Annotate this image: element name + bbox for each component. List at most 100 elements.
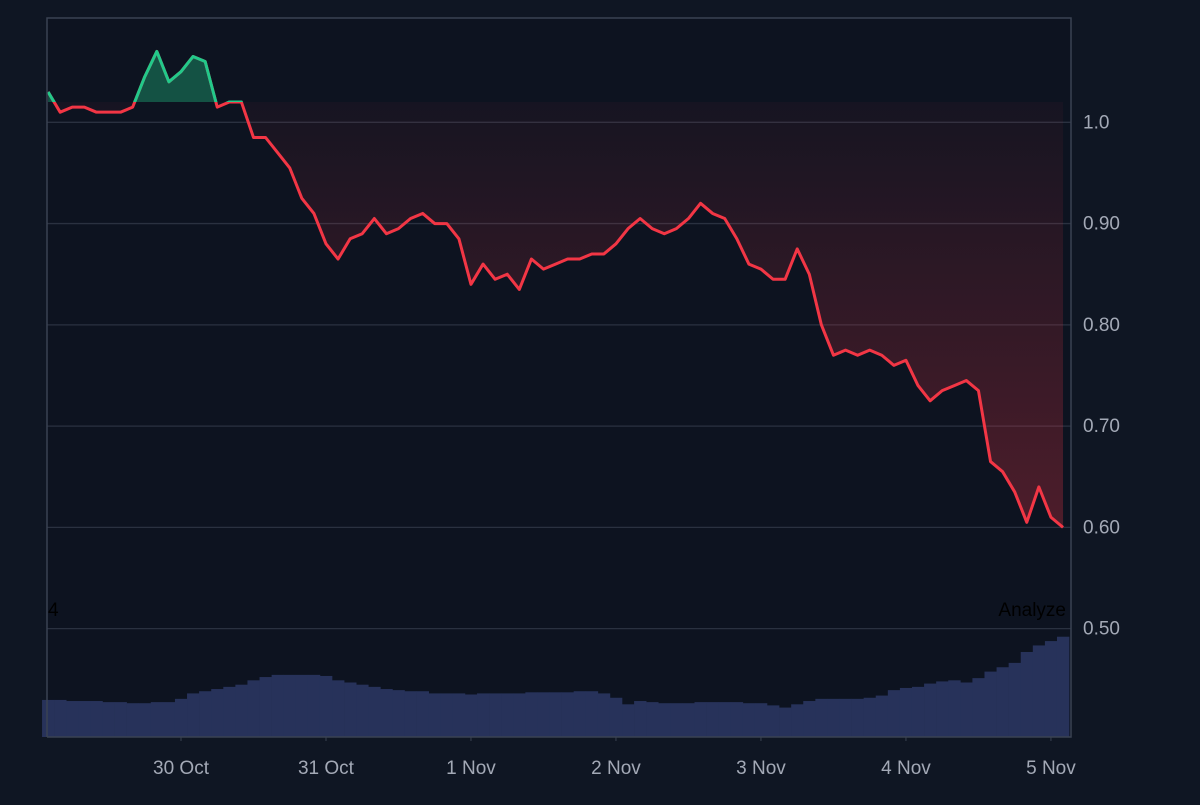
x-tick-label: 5 Nov — [1026, 758, 1076, 779]
x-tick-label: 30 Oct — [153, 758, 210, 779]
volume-bar — [851, 698, 864, 737]
volume-bar — [622, 704, 635, 737]
volume-bar — [899, 687, 913, 737]
volume-bar — [960, 682, 973, 737]
volume-bar — [356, 684, 369, 737]
y-tick-label: 1.0 — [1083, 112, 1109, 133]
volume-bar — [996, 667, 1009, 737]
volume-bar — [187, 693, 200, 737]
plot-layer: 1.0 0.90 0.80 0.70 0.60 0.50 30 Oct 31 Oct 1 Nov… — [42, 17, 1120, 779]
volume-bar — [404, 691, 417, 737]
volume-bar — [452, 693, 466, 737]
volume-bar — [537, 692, 550, 737]
volume-bar — [380, 689, 393, 737]
x-tick-label: 3 Nov — [736, 758, 786, 779]
volume-bar — [972, 678, 985, 737]
y-tick-label: 0.90 — [1083, 214, 1120, 235]
volume-bar — [138, 703, 152, 737]
volume-bar — [682, 703, 695, 737]
volume-bar — [863, 697, 877, 737]
volume-bar — [561, 692, 574, 737]
volume-bar — [634, 701, 647, 737]
volume-bar — [936, 681, 949, 737]
volume-bar — [247, 680, 260, 737]
volume-bar — [271, 674, 284, 737]
volume-bar — [525, 692, 538, 737]
volume-bar — [235, 684, 248, 737]
price-line — [46, 49, 1064, 529]
volume-bar — [162, 702, 176, 737]
volume-bar — [477, 693, 490, 737]
volume-bar — [597, 693, 611, 737]
volume-bar — [573, 691, 587, 737]
volume-bar — [803, 701, 816, 737]
volume-bar — [513, 693, 526, 737]
volume-bar — [102, 702, 115, 737]
volume-bar — [767, 705, 780, 737]
plot-border — [46, 17, 1072, 738]
area-below-baseline — [54, 102, 1064, 528]
volume-bar — [501, 693, 514, 737]
volume-bar — [126, 703, 140, 737]
volume-bar — [984, 671, 997, 737]
volume-bar — [1008, 662, 1022, 737]
y-tick-label: 0.70 — [1083, 416, 1120, 437]
volume-bar — [464, 694, 478, 737]
volume-bar — [754, 703, 768, 737]
volume-bar — [1044, 641, 1058, 737]
volume-bar — [646, 702, 659, 737]
x-tick-label: 4 Nov — [881, 758, 931, 779]
y-tick-label: 0.50 — [1083, 619, 1120, 640]
volume-bar — [815, 698, 828, 737]
volume-bar — [428, 693, 442, 737]
volume-bar — [489, 693, 502, 737]
area-above-baseline — [48, 51, 1064, 103]
volume-bar — [1020, 651, 1034, 737]
volume-bar — [78, 701, 91, 737]
x-tick-label: 1 Nov — [446, 758, 496, 779]
y-tick-label: 0.80 — [1083, 315, 1120, 336]
volume-bar — [295, 674, 309, 737]
volume-bar — [90, 701, 103, 737]
volume-bar — [283, 674, 297, 737]
analyze-label: Analyze — [998, 600, 1066, 621]
volume-bar — [42, 699, 55, 737]
x-tick-label: 31 Oct — [298, 758, 355, 779]
volume-bar — [150, 702, 164, 737]
volume-bar — [416, 691, 429, 737]
volume-bar — [948, 680, 961, 737]
volume-bar — [875, 695, 889, 737]
volume-bar — [609, 697, 623, 737]
volume-bar — [211, 689, 224, 737]
volume-bar — [174, 698, 188, 737]
volume-bar — [199, 691, 212, 737]
volume-bar — [827, 698, 840, 737]
volume-bar — [392, 690, 405, 737]
volume-bar — [54, 699, 67, 737]
volume-bar — [670, 703, 683, 737]
volume-bar — [924, 683, 937, 737]
y-tick-label: 0.60 — [1083, 517, 1120, 538]
volume-bar — [114, 702, 127, 737]
volume-bar — [706, 702, 719, 737]
volume-bar — [718, 702, 732, 737]
volume-bar — [319, 675, 333, 737]
volume-bar — [1032, 645, 1046, 737]
volume-bar — [791, 704, 804, 737]
volume-bar — [66, 701, 79, 737]
volume-bar — [368, 686, 381, 737]
volume-bar — [779, 707, 792, 737]
volume-bar — [911, 686, 925, 737]
x-tick-label: 2 Nov — [591, 758, 641, 779]
volume-bar — [259, 677, 272, 737]
volume-bar — [694, 702, 707, 737]
volume-bar — [332, 680, 345, 737]
volume-bar — [549, 692, 562, 737]
volume-bar — [585, 691, 599, 737]
volume-bar — [730, 702, 744, 737]
volume-bar — [742, 703, 756, 737]
volume-bar — [440, 693, 454, 737]
volume-bar — [839, 698, 852, 737]
